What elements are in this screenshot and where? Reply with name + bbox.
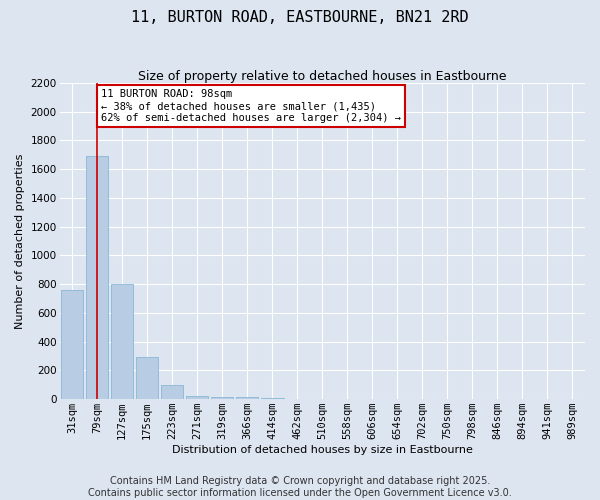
Bar	[111, 284, 133, 399]
Y-axis label: Number of detached properties: Number of detached properties	[15, 154, 25, 329]
Bar	[211, 396, 233, 399]
Bar	[136, 357, 158, 399]
Bar	[186, 396, 208, 399]
Bar	[261, 398, 284, 399]
X-axis label: Distribution of detached houses by size in Eastbourne: Distribution of detached houses by size …	[172, 445, 473, 455]
Text: Contains HM Land Registry data © Crown copyright and database right 2025.
Contai: Contains HM Land Registry data © Crown c…	[88, 476, 512, 498]
Bar	[61, 290, 83, 399]
Bar	[161, 385, 184, 399]
Title: Size of property relative to detached houses in Eastbourne: Size of property relative to detached ho…	[138, 70, 506, 83]
Text: 11 BURTON ROAD: 98sqm
← 38% of detached houses are smaller (1,435)
62% of semi-d: 11 BURTON ROAD: 98sqm ← 38% of detached …	[101, 90, 401, 122]
Bar	[236, 398, 259, 399]
Bar	[86, 156, 109, 399]
Text: 11, BURTON ROAD, EASTBOURNE, BN21 2RD: 11, BURTON ROAD, EASTBOURNE, BN21 2RD	[131, 10, 469, 25]
